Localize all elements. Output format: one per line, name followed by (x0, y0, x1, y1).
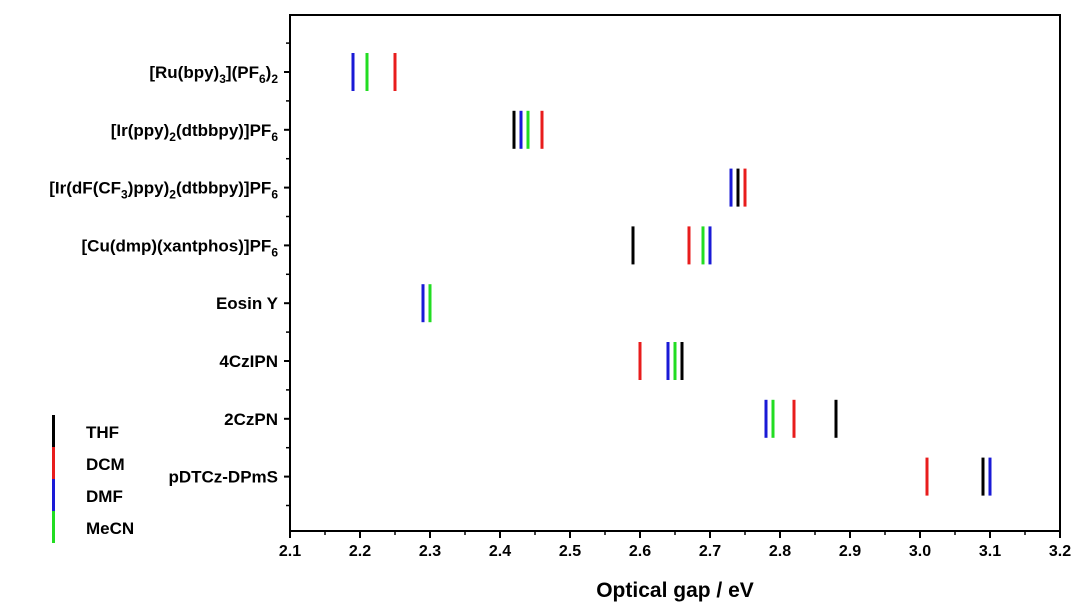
data-mark-thf (736, 168, 740, 207)
category-label-part: (dtbbpy)]PF (176, 121, 271, 140)
category-label-part: 4CzIPN (219, 352, 278, 371)
category-label-part: )ppy) (128, 179, 170, 198)
legend: THF DCM DMF MeCN (52, 415, 134, 543)
x-tick-label: 3.0 (909, 543, 931, 560)
legend-label: THF (86, 423, 119, 442)
data-mark-thf (631, 226, 635, 265)
x-tick-label: 2.6 (629, 543, 651, 560)
legend-swatch (52, 415, 55, 447)
data-mark-mecn (673, 342, 677, 380)
category-label-part: Eosin Y (216, 294, 279, 313)
data-mark-dmf (764, 399, 768, 438)
x-tick-label: 2.2 (349, 543, 371, 560)
category-label-part: (dtbbpy)]PF (176, 179, 271, 198)
category-label-part: pDTCz-DPmS (168, 468, 278, 487)
x-axis: 2.1 2.2 2.3 2.4 2.5 2.6 2.7 2.8 2.9 3.0 3.1 3.2 (279, 531, 1071, 560)
category-label: pDTCz-DPmS (168, 468, 278, 487)
category-label-part: [Ir(dF(CF (49, 179, 121, 198)
data-mark-mecn (428, 284, 432, 323)
category-label: 2CzPN (224, 410, 278, 429)
x-tick-label: 3.2 (1049, 543, 1071, 560)
category-label-part: [Ir(ppy) (111, 121, 170, 140)
category-label: [Cu(dmp)(xantphos)]PF6 (82, 236, 279, 259)
x-axis-title: Optical gap / eV (596, 579, 754, 602)
category-label: Eosin Y (216, 294, 279, 313)
data-mark-mecn (526, 110, 530, 149)
data-mark-dmf (421, 284, 425, 323)
x-tick-label: 3.1 (979, 543, 1001, 560)
data-mark-dmf (666, 342, 670, 380)
plot-frame (289, 14, 1061, 532)
legend-label: DMF (86, 487, 123, 506)
category-label-part: 6 (271, 188, 278, 202)
category-label-part: 3 (219, 72, 226, 86)
category-label-part: 6 (259, 72, 266, 86)
category-label-part: 2 (169, 188, 176, 202)
legend-swatch (52, 511, 55, 543)
y-axis (284, 42, 290, 507)
category-label-part: 3 (121, 188, 128, 202)
category-label-part: ](PF (226, 63, 259, 82)
data-mark-thf (512, 110, 516, 149)
data-mark-dcm (687, 226, 691, 265)
data-mark-dcm (638, 342, 642, 380)
x-tick-label: 2.8 (769, 543, 791, 560)
data-mark-dmf (519, 110, 523, 149)
data-mark-dmf (729, 168, 733, 207)
x-tick-label: 2.1 (279, 543, 301, 560)
category-label-part: 6 (271, 130, 278, 144)
x-tick-label: 2.7 (699, 543, 721, 560)
category-label-part: ) (266, 63, 272, 82)
data-mark-dmf (351, 53, 355, 91)
category-label-part: 2 (169, 130, 176, 144)
data-mark-dcm (925, 457, 929, 496)
data-mark-mecn (771, 399, 775, 438)
category-label-part: [Cu(dmp)(xantphos)]PF (82, 236, 272, 255)
data-mark-mecn (701, 226, 705, 265)
legend-swatch (52, 447, 55, 479)
data-marks (351, 53, 992, 496)
category-label: [Ru(bpy)3](PF6)2 (149, 63, 278, 86)
x-tick-label: 2.4 (489, 543, 511, 560)
data-mark-dcm (393, 53, 397, 91)
data-mark-dcm (792, 399, 796, 438)
legend-swatch (52, 479, 55, 511)
category-labels: [Ru(bpy)3](PF6)2[Ir(ppy)2(dtbbpy)]PF6[Ir… (49, 63, 278, 487)
category-label-part: 2CzPN (224, 410, 278, 429)
category-label: [Ir(dF(CF3)ppy)2(dtbbpy)]PF6 (49, 179, 278, 202)
category-label-part: [Ru(bpy) (149, 63, 219, 82)
data-mark-dcm (743, 168, 747, 207)
legend-label: DCM (86, 455, 125, 474)
category-label-part: 2 (271, 72, 278, 86)
category-label: 4CzIPN (219, 352, 278, 371)
data-mark-thf (981, 457, 985, 496)
x-tick-label: 2.9 (839, 543, 861, 560)
data-mark-dmf (988, 457, 992, 496)
category-label: [Ir(ppy)2(dtbbpy)]PF6 (111, 121, 279, 144)
x-tick-label: 2.5 (559, 543, 581, 560)
data-mark-dmf (708, 226, 712, 265)
data-mark-mecn (365, 53, 369, 91)
legend-label: MeCN (86, 519, 134, 538)
category-label-part: 6 (271, 245, 278, 259)
data-mark-thf (680, 342, 684, 380)
x-tick-label: 2.3 (419, 543, 441, 560)
data-mark-dcm (540, 110, 544, 149)
data-mark-thf (834, 399, 838, 438)
